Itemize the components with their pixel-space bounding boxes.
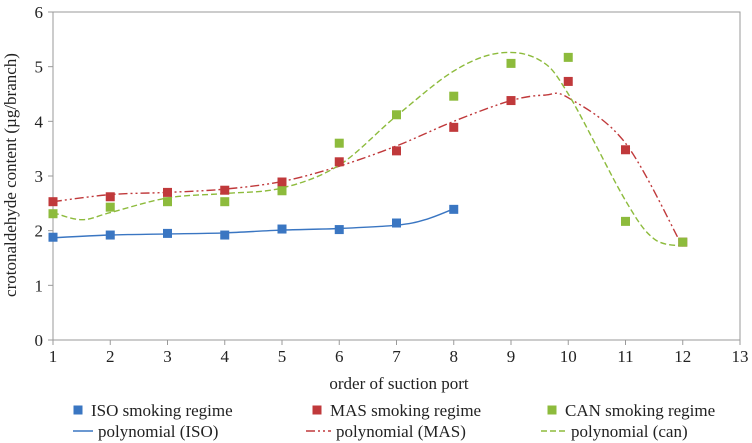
point-mas-smoking-regime xyxy=(48,197,58,207)
point-mas-smoking-regime xyxy=(277,177,287,187)
x-tick-label: 12 xyxy=(674,347,691,366)
point-mas-smoking-regime xyxy=(334,157,344,167)
legend-marker-iso-smoking-regime xyxy=(73,405,83,415)
point-can-smoking-regime xyxy=(563,52,573,62)
x-tick-label: 7 xyxy=(392,347,401,366)
point-mas-smoking-regime xyxy=(563,76,573,86)
y-axis-title: crotonaldehyde content (µg/branch) xyxy=(1,53,20,297)
point-iso-smoking-regime xyxy=(449,204,459,214)
x-tick-label: 9 xyxy=(507,347,516,366)
legend-marker-can-smoking-regime xyxy=(547,405,557,415)
point-can-smoking-regime xyxy=(449,91,459,101)
point-can-smoking-regime xyxy=(163,197,172,207)
point-iso-smoking-regime xyxy=(163,228,172,238)
y-tick-label: 2 xyxy=(35,222,44,241)
point-iso-smoking-regime xyxy=(220,230,230,240)
point-can-smoking-regime xyxy=(621,216,630,226)
point-iso-smoking-regime xyxy=(392,218,401,228)
legend-label-iso-smoking-regime: ISO smoking regime xyxy=(91,401,233,420)
trendline-polynomial-can xyxy=(52,51,683,247)
x-tick-label: 11 xyxy=(617,347,633,366)
legend: ISO smoking regime MAS smoking regime CAN … xyxy=(73,401,715,441)
point-can-smoking-regime xyxy=(506,58,516,68)
x-tick-label: 4 xyxy=(221,347,230,366)
legend-label-polynomial-can: polynomial (can) xyxy=(571,422,688,441)
y-tick-label: 3 xyxy=(35,167,44,186)
point-mas-smoking-regime xyxy=(449,122,459,132)
x-tick-label: 1 xyxy=(49,347,58,366)
point-mas-smoking-regime xyxy=(163,187,172,197)
y-tick-label: 4 xyxy=(35,112,44,131)
y-tick-label: 6 xyxy=(35,3,44,22)
x-tick-label: 6 xyxy=(335,347,344,366)
point-can-smoking-regime xyxy=(277,186,287,196)
x-axis-title: order of suction port xyxy=(329,374,469,393)
x-tick-label: 5 xyxy=(278,347,287,366)
y-tick-label: 5 xyxy=(35,58,44,77)
legend-label-polynomial-mas: polynomial (MAS) xyxy=(336,422,466,441)
point-iso-smoking-regime xyxy=(105,230,115,240)
x-tick-label: 3 xyxy=(163,347,172,366)
point-mas-smoking-regime xyxy=(621,145,630,155)
point-mas-smoking-regime xyxy=(392,146,401,156)
x-tick-label: 2 xyxy=(106,347,115,366)
trendline-polynomial-mas xyxy=(52,92,684,248)
y-tick-label: 1 xyxy=(35,276,44,295)
point-can-smoking-regime xyxy=(48,209,58,219)
x-tick-label: 13 xyxy=(732,347,749,366)
point-mas-smoking-regime xyxy=(105,192,115,202)
point-can-smoking-regime xyxy=(334,138,344,148)
legend-label-mas-smoking-regime: MAS smoking regime xyxy=(330,401,481,420)
legend-label-polynomial-iso: polynomial (ISO) xyxy=(98,422,218,441)
y-tick-label: 0 xyxy=(35,331,44,350)
point-iso-smoking-regime xyxy=(48,232,58,242)
point-can-smoking-regime xyxy=(105,202,115,212)
point-mas-smoking-regime xyxy=(220,185,230,195)
point-can-smoking-regime xyxy=(392,110,401,120)
point-can-smoking-regime xyxy=(220,197,230,207)
legend-label-can-smoking-regime: CAN smoking regime xyxy=(565,401,715,420)
legend-marker-mas-smoking-regime xyxy=(312,405,322,415)
point-mas-smoking-regime xyxy=(506,96,516,106)
point-iso-smoking-regime xyxy=(334,225,344,235)
plot-frame xyxy=(52,11,741,341)
point-can-smoking-regime xyxy=(678,237,688,247)
x-tick-label: 10 xyxy=(560,347,577,366)
x-tick-label: 8 xyxy=(450,347,459,366)
point-iso-smoking-regime xyxy=(277,224,287,234)
